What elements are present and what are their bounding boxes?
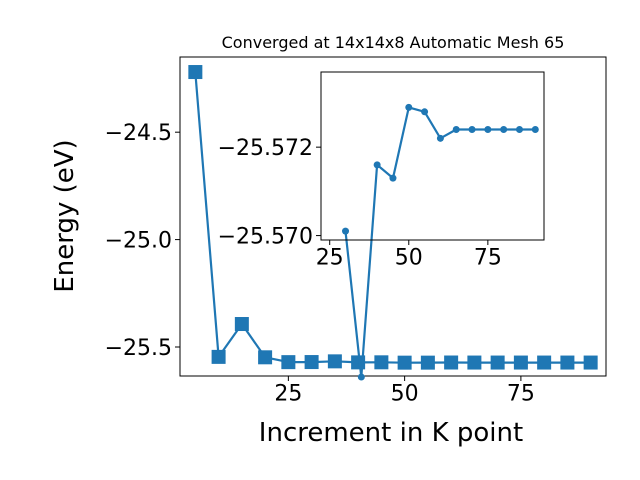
main-x-tick-label: 75 <box>507 382 535 407</box>
main-x-tick-label: 25 <box>274 382 302 407</box>
chart-title: Converged at 14x14x8 Automatic Mesh 65 <box>222 33 565 52</box>
main-data-point <box>583 355 598 370</box>
main-data-point <box>490 355 505 370</box>
main-data-point <box>397 355 412 370</box>
inset-y-axis: −25.572 −25.570 <box>218 136 321 249</box>
inset-x-tick-label: 50 <box>395 246 423 271</box>
main-y-tick-label: −24.5 <box>105 121 172 146</box>
main-x-tick-label: 50 <box>391 382 419 407</box>
main-data-point <box>234 317 249 332</box>
main-data-point <box>374 355 389 370</box>
inset-data-point <box>452 125 460 133</box>
main-y-tick-label: −25.0 <box>105 229 172 254</box>
main-data-point <box>327 354 342 369</box>
main-data-point <box>513 355 528 370</box>
main-data-point <box>467 355 482 370</box>
inset-data-point <box>468 125 476 133</box>
main-y-tick-label: −25.5 <box>105 336 172 361</box>
main-data-point <box>258 350 273 365</box>
inset-x-axis: 25 50 75 <box>316 240 502 271</box>
inset-data-point <box>342 227 350 235</box>
main-data-point <box>420 355 435 370</box>
main-x-axis: 25 50 75 <box>274 376 535 407</box>
inset-plot-area: 25 50 75 −25.572 −25.570 <box>218 71 545 381</box>
main-plot-frame <box>179 56 607 377</box>
inset-y-tick-label: −25.570 <box>218 224 313 249</box>
inset-x-tick-label: 75 <box>474 246 502 271</box>
inset-data-point <box>436 134 444 142</box>
inset-data-point <box>389 174 397 182</box>
y-axis-label: Energy (eV) <box>50 139 80 292</box>
inset-series <box>342 103 539 381</box>
main-data-point <box>444 355 459 370</box>
main-data-point <box>537 355 552 370</box>
inset-background <box>321 72 544 240</box>
inset-data-point <box>515 125 523 133</box>
inset-data-point <box>421 108 429 116</box>
inset-data-point <box>357 373 365 381</box>
inset-plot-frame <box>320 71 545 241</box>
inset-x-tick-label: 25 <box>316 246 344 271</box>
main-series <box>188 65 598 370</box>
inset-data-point <box>500 125 508 133</box>
x-axis-label: Increment in K point <box>259 418 523 448</box>
main-data-point <box>281 355 296 370</box>
inset-data-point <box>484 125 492 133</box>
main-plot-area: 25 50 75 −24.5 −25.0 −25.5 <box>105 56 607 407</box>
main-y-axis: −24.5 −25.0 −25.5 <box>105 121 180 361</box>
inset-data-point <box>531 125 539 133</box>
main-data-point <box>304 355 319 370</box>
inset-y-tick-label: −25.572 <box>218 136 313 161</box>
main-data-point <box>560 355 575 370</box>
inset-data-point <box>405 103 413 111</box>
inset-data-point <box>373 161 381 169</box>
main-data-point <box>211 349 226 364</box>
main-data-point <box>188 65 203 80</box>
